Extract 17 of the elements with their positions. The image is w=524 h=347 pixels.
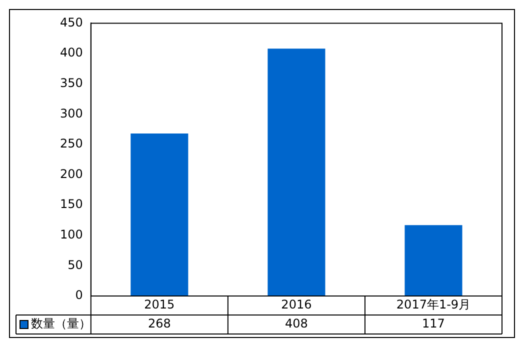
x-tick-label: 2017年1-9月 xyxy=(396,298,471,312)
y-tick-label: 400 xyxy=(60,46,83,60)
y-tick-label: 200 xyxy=(60,166,83,181)
legend-label: 数量（量） xyxy=(31,316,91,331)
y-tick-label: 250 xyxy=(60,136,83,151)
data-label: 117 xyxy=(422,316,445,331)
data-label: 408 xyxy=(285,316,308,331)
y-tick-label: 450 xyxy=(60,15,83,30)
data-label: 268 xyxy=(148,316,171,331)
x-tick-label: 2016 xyxy=(281,298,312,312)
y-tick-label: 100 xyxy=(60,228,83,242)
y-tick-label: 150 xyxy=(60,197,83,212)
y-tick-label: 50 xyxy=(68,258,83,272)
y-tick-label: 350 xyxy=(60,76,83,90)
y-tick-label: 300 xyxy=(60,106,83,120)
y-tick-label: 0 xyxy=(75,288,83,302)
x-tick-label: 2015 xyxy=(144,298,175,312)
